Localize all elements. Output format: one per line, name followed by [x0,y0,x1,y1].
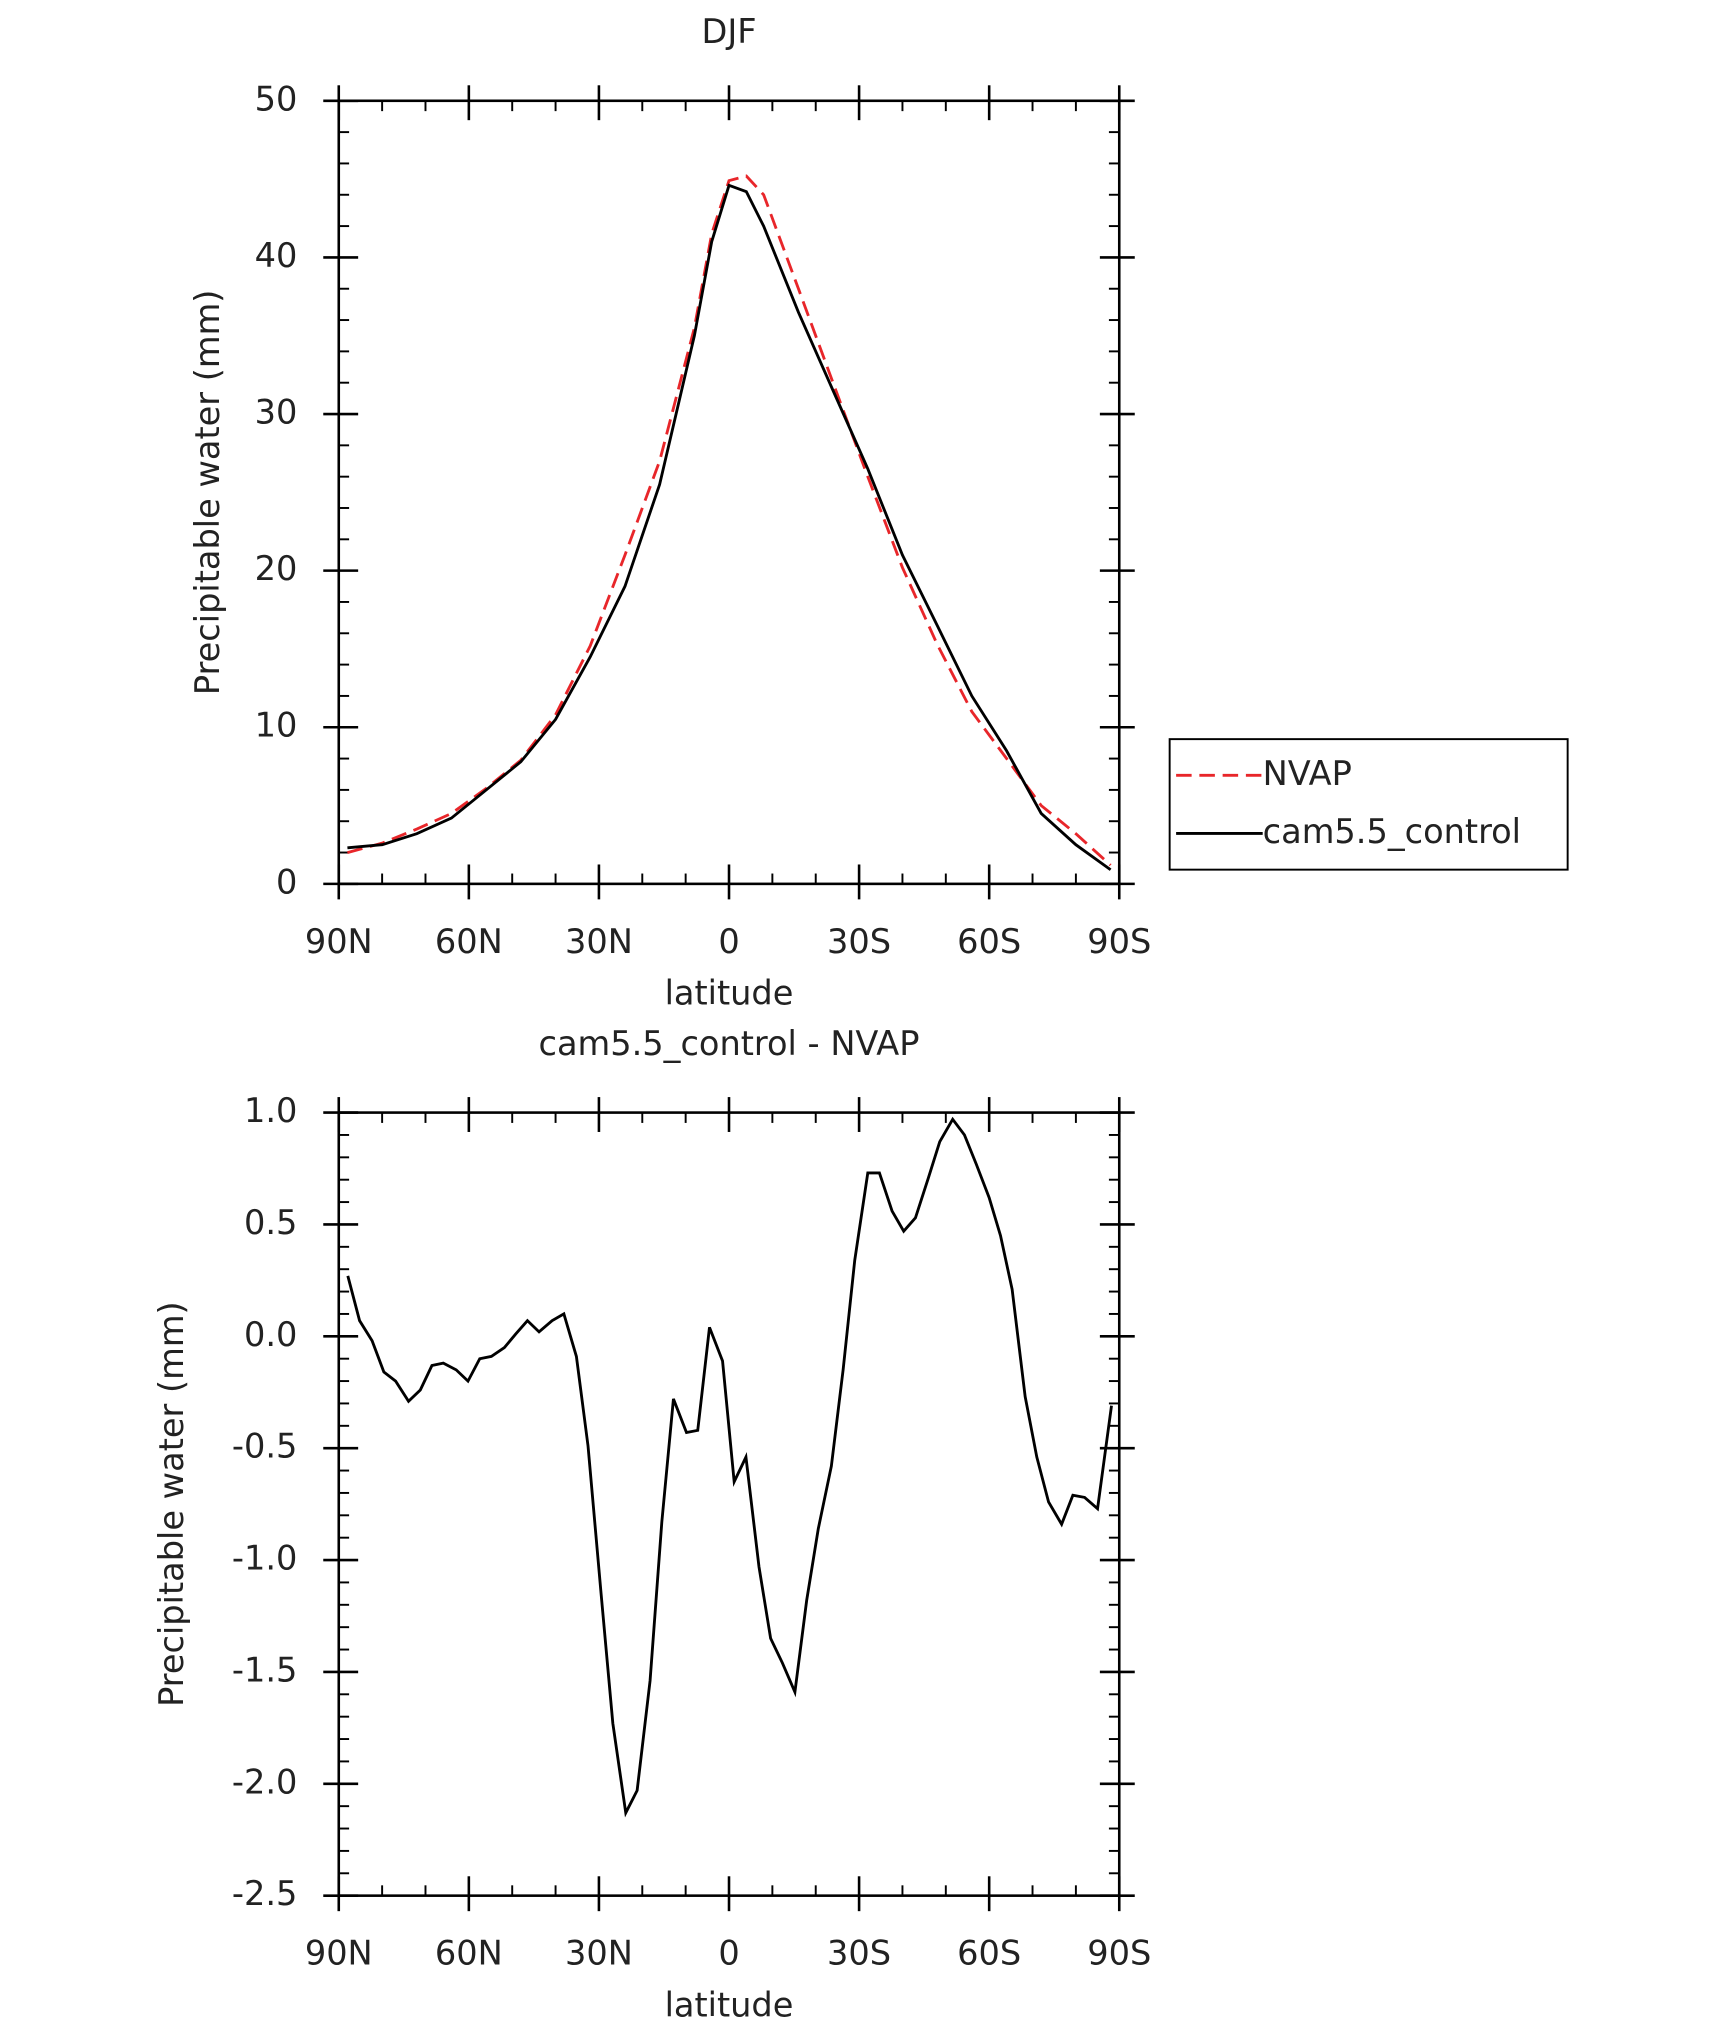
x-tick-label: 90N [305,1934,373,1973]
plot-frame [337,1111,1121,1897]
legend-label: NVAP [1263,754,1352,793]
chart-title: cam5.5_control - NVAP [539,1024,920,1063]
y-tick-label: 0 [276,862,297,901]
legend-label: cam5.5_control [1263,812,1521,851]
x-tick-label: 0 [718,1934,739,1973]
y-tick-label: -2.0 [232,1762,298,1801]
x-tick-label: 60N [435,922,503,961]
x-axis-label: latitude [665,1985,794,2021]
x-axis-label: latitude [665,973,794,1012]
x-tick-label: 30N [565,922,633,961]
y-tick-label: -2.5 [232,1874,298,1913]
x-tick-label: 90N [305,922,373,961]
y-tick-label: 40 [255,236,298,275]
x-tick-label: 0 [718,922,739,961]
data-line [347,174,1112,867]
y-tick-label: 50 [255,79,298,118]
x-tick-label: 60S [957,1934,1021,1973]
x-tick-label: 90S [1087,922,1151,961]
y-axis-label: Precipitable water (mm) [188,290,227,696]
x-tick-label: 30S [827,922,891,961]
y-tick-label: 1.0 [244,1091,297,1130]
y-tick-label: 10 [255,706,298,745]
y-tick-label: 30 [255,393,298,432]
y-axis-label: Precipitable water (mm) [152,1301,191,1707]
y-tick-label: 0.5 [244,1203,297,1242]
y-tick-label: 20 [255,549,298,588]
x-tick-label: 30S [827,1934,891,1973]
chart-title: DJF [701,12,756,51]
y-tick-label: 0.0 [244,1315,297,1354]
legend-box [1168,738,1569,871]
x-tick-label: 60N [435,1934,503,1973]
data-line [346,1116,1113,1818]
y-tick-label: -1.0 [232,1539,298,1578]
x-tick-label: 90S [1087,1934,1151,1973]
y-tick-label: -1.5 [232,1650,298,1689]
x-tick-label: 60S [957,922,1021,961]
plot-frame [337,99,1121,886]
y-tick-label: -0.5 [232,1427,298,1466]
data-line [347,183,1112,871]
x-tick-label: 30N [565,1934,633,1973]
